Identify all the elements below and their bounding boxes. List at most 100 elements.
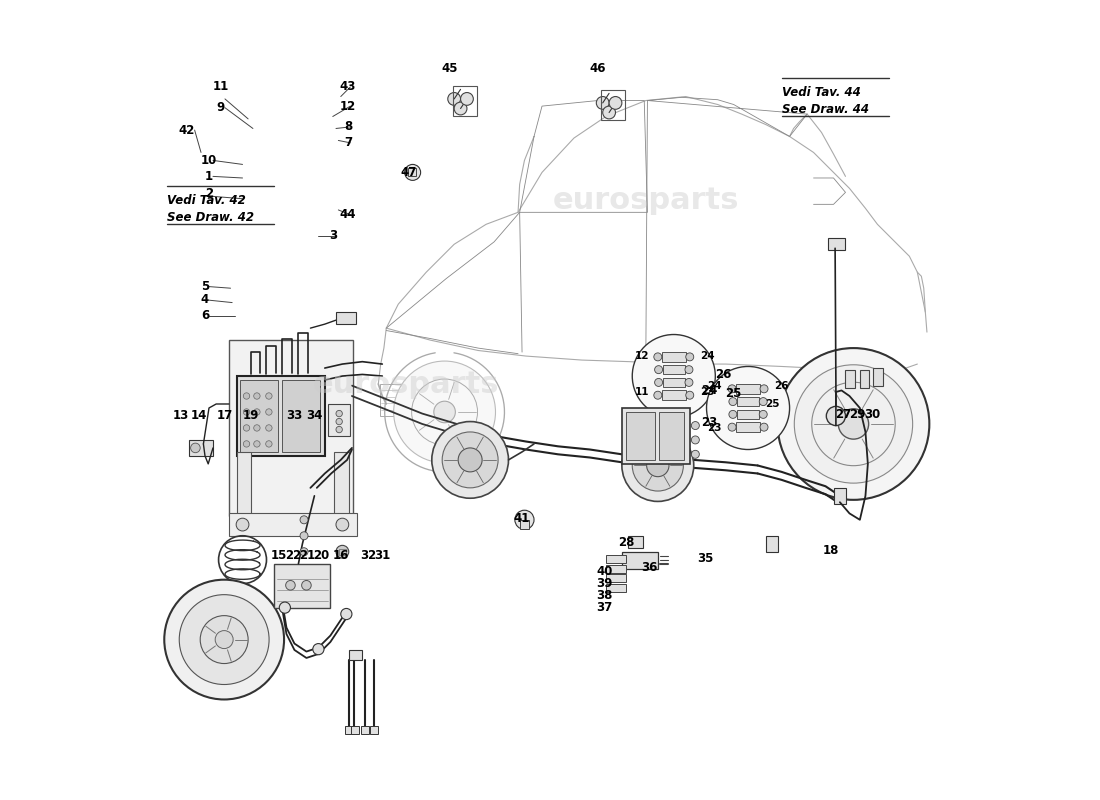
Text: 35: 35 xyxy=(697,552,714,565)
Text: 23: 23 xyxy=(700,387,715,397)
Circle shape xyxy=(759,410,767,418)
Text: Vedi Tav. 44: Vedi Tav. 44 xyxy=(782,86,860,99)
Text: 45: 45 xyxy=(442,62,459,75)
Circle shape xyxy=(692,450,700,458)
Bar xyxy=(662,352,685,362)
Text: 31: 31 xyxy=(374,550,390,562)
Circle shape xyxy=(759,398,767,406)
Bar xyxy=(766,536,778,552)
Text: 23: 23 xyxy=(702,416,718,429)
Bar xyxy=(349,650,362,659)
Bar xyxy=(236,452,251,516)
Text: 4: 4 xyxy=(201,293,209,306)
Circle shape xyxy=(728,423,736,431)
Circle shape xyxy=(300,516,308,524)
Bar xyxy=(351,726,359,734)
Bar xyxy=(736,422,760,432)
Text: 37: 37 xyxy=(596,601,613,614)
Text: 26: 26 xyxy=(715,368,732,381)
Text: 9: 9 xyxy=(217,102,226,114)
Circle shape xyxy=(200,616,249,663)
Bar xyxy=(371,726,378,734)
Bar xyxy=(873,368,883,386)
Circle shape xyxy=(243,409,250,415)
Text: 24: 24 xyxy=(702,384,718,397)
Circle shape xyxy=(685,378,693,386)
Circle shape xyxy=(190,443,200,453)
Circle shape xyxy=(653,353,662,361)
Circle shape xyxy=(515,510,534,530)
Circle shape xyxy=(216,630,233,649)
Text: eurosparts: eurosparts xyxy=(552,186,739,215)
Circle shape xyxy=(336,546,349,558)
Circle shape xyxy=(794,365,913,483)
Bar xyxy=(344,726,353,734)
Circle shape xyxy=(254,425,260,431)
Circle shape xyxy=(266,393,272,399)
Circle shape xyxy=(300,548,308,556)
Text: eurosparts: eurosparts xyxy=(314,370,499,398)
Bar xyxy=(860,370,869,388)
Circle shape xyxy=(301,581,311,590)
Text: 18: 18 xyxy=(823,544,839,557)
Text: 41: 41 xyxy=(514,512,530,525)
Circle shape xyxy=(632,334,715,418)
Circle shape xyxy=(609,97,622,110)
Bar xyxy=(236,376,324,456)
Circle shape xyxy=(254,393,260,399)
Text: 3: 3 xyxy=(329,229,337,242)
Text: 12: 12 xyxy=(340,100,356,113)
Bar xyxy=(737,397,759,406)
Circle shape xyxy=(405,165,420,180)
Circle shape xyxy=(760,423,768,431)
Circle shape xyxy=(692,436,700,444)
Text: 29: 29 xyxy=(849,408,866,421)
Text: 11: 11 xyxy=(635,387,649,397)
Text: 25: 25 xyxy=(726,387,741,400)
Circle shape xyxy=(729,410,737,418)
Circle shape xyxy=(254,409,260,415)
Text: 38: 38 xyxy=(596,589,613,602)
Bar xyxy=(334,452,349,516)
Text: 26: 26 xyxy=(774,381,789,390)
Text: 12: 12 xyxy=(635,351,649,361)
Text: 42: 42 xyxy=(178,124,195,138)
Circle shape xyxy=(336,426,342,433)
Circle shape xyxy=(432,422,508,498)
Text: 17: 17 xyxy=(217,410,233,422)
Text: 39: 39 xyxy=(596,577,613,590)
Circle shape xyxy=(300,532,308,540)
Circle shape xyxy=(336,418,342,425)
Circle shape xyxy=(312,643,324,654)
Text: 15: 15 xyxy=(271,550,287,562)
Bar xyxy=(606,574,626,582)
Circle shape xyxy=(243,425,250,431)
Circle shape xyxy=(632,440,683,491)
Text: 10: 10 xyxy=(201,154,217,167)
Bar xyxy=(336,312,356,324)
Circle shape xyxy=(654,366,662,374)
Text: 8: 8 xyxy=(344,120,352,134)
Circle shape xyxy=(838,409,869,439)
Bar xyxy=(229,340,353,516)
Bar xyxy=(736,384,760,394)
Bar xyxy=(621,408,690,464)
Bar xyxy=(452,86,476,117)
Circle shape xyxy=(243,441,250,447)
Bar xyxy=(662,390,685,400)
Circle shape xyxy=(647,454,669,477)
Text: 5: 5 xyxy=(201,280,209,293)
Text: 23: 23 xyxy=(707,423,722,433)
Circle shape xyxy=(448,93,461,106)
Text: 21: 21 xyxy=(299,550,316,562)
Bar xyxy=(621,552,658,570)
Bar xyxy=(606,584,626,592)
Text: 27: 27 xyxy=(835,408,851,421)
Bar xyxy=(737,410,759,419)
Text: 16: 16 xyxy=(332,550,349,562)
Bar xyxy=(328,404,350,436)
Circle shape xyxy=(728,385,736,393)
Text: 34: 34 xyxy=(306,410,322,422)
Circle shape xyxy=(685,391,694,399)
Text: 46: 46 xyxy=(590,62,606,75)
